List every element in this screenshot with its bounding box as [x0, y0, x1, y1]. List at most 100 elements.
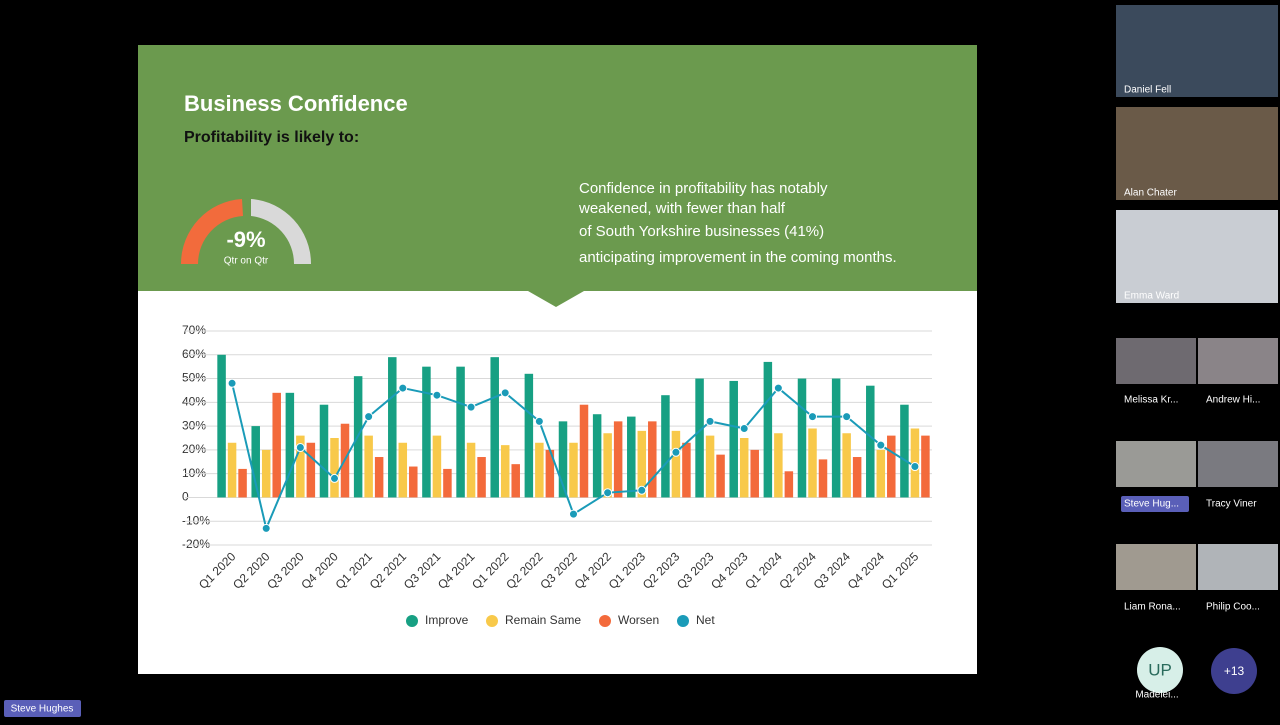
bar	[579, 404, 589, 498]
y-tick-label: 20%	[182, 442, 206, 456]
video-tile	[1198, 338, 1278, 384]
more-participants[interactable]	[1211, 648, 1257, 694]
legend-label: Net	[696, 613, 715, 627]
bar	[797, 378, 807, 498]
point	[705, 416, 715, 426]
gauge-caption: Qtr on Qtr	[224, 256, 269, 267]
bar	[398, 442, 408, 498]
participant-name: Tracy Viner	[1206, 499, 1257, 510]
participant-name: Alan Chater	[1124, 188, 1177, 199]
point	[876, 440, 886, 450]
bar	[866, 385, 875, 498]
bar	[466, 442, 476, 498]
point	[330, 473, 339, 483]
bar	[876, 449, 886, 498]
bar	[613, 421, 623, 498]
bar	[443, 468, 452, 498]
legend-marker	[677, 615, 689, 627]
bar	[661, 395, 670, 498]
participant-name: Andrew Hi...	[1206, 395, 1260, 406]
bar	[818, 459, 828, 498]
bar	[784, 471, 794, 498]
bar	[272, 392, 281, 498]
bar	[682, 442, 691, 498]
point	[534, 416, 544, 426]
y-tick-label: 70%	[182, 323, 206, 337]
commentary-line: of South Yorkshire businesses (41%)	[579, 223, 824, 240]
gauge-rest	[251, 199, 312, 264]
bar	[900, 404, 909, 498]
bar	[456, 366, 465, 498]
bar	[558, 421, 568, 498]
bar	[603, 433, 612, 498]
point	[739, 423, 749, 433]
video-tile	[1116, 544, 1196, 590]
commentary-line: Confidence in profitability has notably	[579, 180, 828, 197]
slide-header	[138, 45, 977, 291]
bar	[306, 442, 316, 498]
bar	[374, 457, 384, 498]
point	[500, 388, 510, 398]
gauge-negative	[180, 199, 243, 264]
video-tile	[1198, 544, 1278, 590]
participant-name: Daniel Fell	[1124, 85, 1171, 96]
bar	[285, 392, 295, 498]
legend-marker	[599, 615, 611, 627]
bar	[296, 435, 305, 498]
bar	[671, 430, 681, 498]
bar	[831, 378, 841, 498]
participant-name: Madelei...	[1135, 690, 1178, 701]
bar	[330, 438, 339, 498]
bar	[739, 438, 749, 498]
y-tick-label: 40%	[182, 395, 206, 409]
bar	[842, 433, 851, 498]
bar	[705, 435, 715, 498]
bar	[774, 433, 783, 498]
point	[466, 402, 476, 412]
bar	[422, 366, 431, 498]
point	[603, 488, 613, 498]
participant-name: Emma Ward	[1124, 291, 1179, 302]
video-tile	[1116, 5, 1278, 97]
bar	[535, 442, 544, 498]
video-tile	[1116, 441, 1196, 487]
y-tick-label: 30%	[182, 418, 206, 432]
avatar[interactable]	[1137, 647, 1183, 693]
pointer	[528, 291, 584, 307]
commentary-line: weakened, with fewer than half	[578, 200, 786, 217]
video-tile	[1116, 107, 1278, 200]
point	[398, 383, 408, 393]
point	[637, 485, 647, 495]
participant-name: Liam Rona...	[1124, 602, 1181, 613]
bar	[592, 414, 602, 498]
point	[842, 412, 852, 422]
video-tile	[1198, 441, 1278, 487]
bar	[921, 435, 930, 498]
participant-name: Philip Coo...	[1206, 602, 1260, 613]
point	[569, 509, 578, 519]
bar	[490, 357, 499, 498]
bar	[238, 468, 247, 498]
participant-name: Steve Hug...	[1124, 499, 1179, 510]
bar	[409, 466, 418, 498]
bar	[545, 449, 555, 498]
bar	[763, 361, 773, 498]
video-tile	[1116, 210, 1278, 303]
point	[261, 523, 271, 533]
y-tick-label: 0	[182, 490, 189, 504]
y-tick-label: 50%	[182, 371, 206, 385]
gauge-value: -9%	[226, 227, 265, 252]
speaking-badge	[1121, 496, 1189, 512]
participant-name: Melissa Kr...	[1124, 395, 1178, 406]
point	[295, 443, 305, 453]
point	[910, 462, 920, 472]
legend-label: Improve	[425, 613, 469, 627]
legend-label: Worsen	[618, 613, 659, 627]
avatar-initials: UP	[1148, 660, 1172, 679]
point	[432, 390, 442, 400]
more-count: +13	[1224, 664, 1245, 678]
y-tick-label: 60%	[182, 347, 206, 361]
bar	[695, 378, 704, 498]
bar	[729, 380, 738, 498]
